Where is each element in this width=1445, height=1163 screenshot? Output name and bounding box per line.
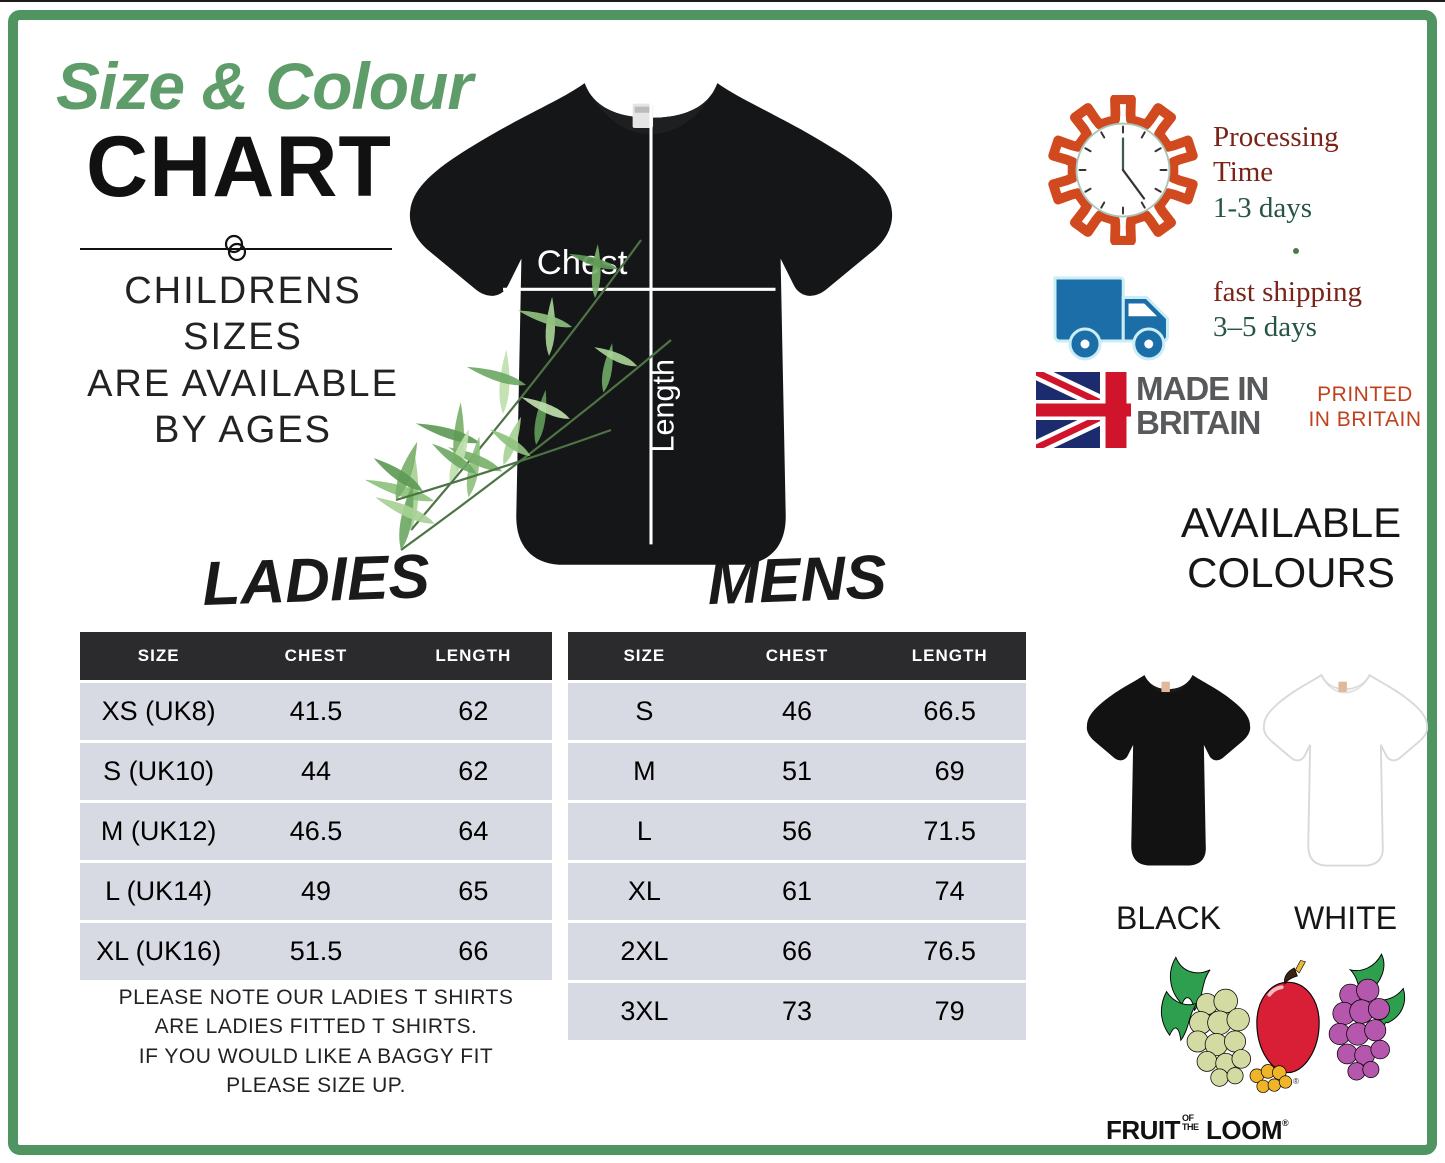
svg-text:®: ® bbox=[1293, 1077, 1299, 1086]
